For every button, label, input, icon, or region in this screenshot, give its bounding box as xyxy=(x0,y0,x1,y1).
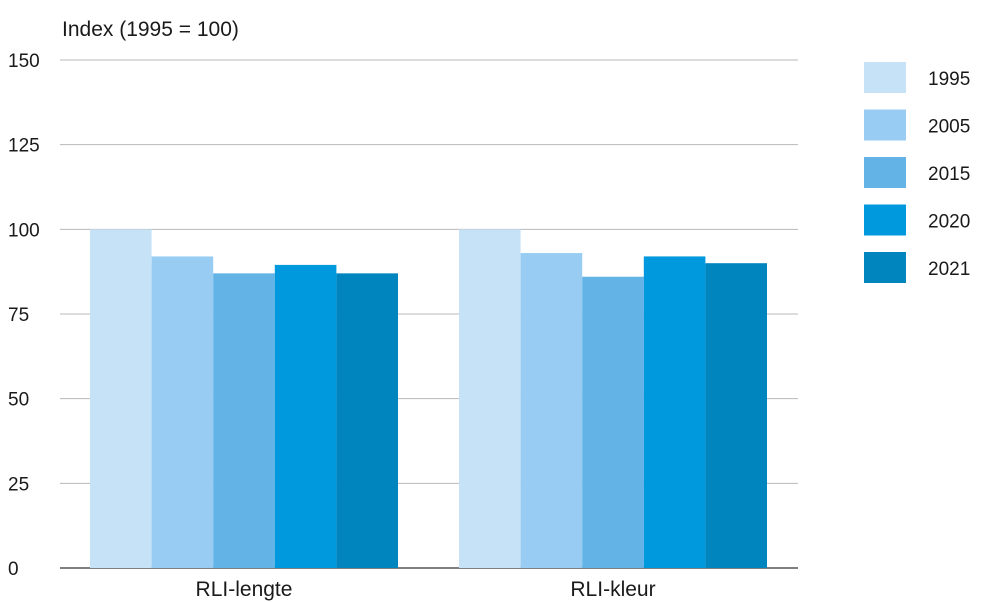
legend-label: 1995 xyxy=(928,69,970,90)
legend-swatch xyxy=(864,109,906,141)
legend-swatch xyxy=(864,204,906,236)
y-tick-label: 150 xyxy=(8,51,40,72)
bar-rli-lengte-1995 xyxy=(90,229,152,569)
y-tick-label: 100 xyxy=(8,220,40,241)
y-tick-label: 25 xyxy=(8,474,29,495)
bar-rli-lengte-2005 xyxy=(151,256,214,568)
bar-rli-lengte-2021 xyxy=(336,273,398,568)
legend-label: 2015 xyxy=(928,164,970,185)
x-axis-categories: RLI-lengte RLI-kleur xyxy=(196,578,656,601)
y-tick-label: 50 xyxy=(8,390,29,411)
legend-swatch xyxy=(864,252,906,283)
y-axis: 0 25 50 75 100 125 150 xyxy=(8,51,40,580)
bar-rli-lengte-2020 xyxy=(274,264,337,568)
category-label: RLI-lengte xyxy=(196,578,293,601)
bars xyxy=(90,229,767,569)
legend-swatch xyxy=(864,157,906,188)
legend-label: 2005 xyxy=(928,117,970,138)
bar-rli-kleur-2005 xyxy=(520,253,583,569)
y-axis-title: Index (1995 = 100) xyxy=(62,18,239,41)
y-tick-label: 0 xyxy=(8,559,19,580)
category-label: RLI-kleur xyxy=(570,578,655,601)
bar-rli-kleur-2015 xyxy=(582,276,644,568)
legend: 1995 2005 2015 2020 2021 xyxy=(864,62,970,283)
bar-rli-lengte-2015 xyxy=(213,273,275,568)
bar-rli-kleur-1995 xyxy=(459,229,521,569)
y-tick-label: 75 xyxy=(8,305,29,326)
y-tick-label: 125 xyxy=(8,136,40,157)
legend-swatch xyxy=(864,62,906,93)
legend-label: 2021 xyxy=(928,259,970,280)
bar-rli-kleur-2020 xyxy=(643,256,706,568)
legend-label: 2020 xyxy=(928,212,970,233)
bar-rli-kleur-2021 xyxy=(705,263,767,568)
